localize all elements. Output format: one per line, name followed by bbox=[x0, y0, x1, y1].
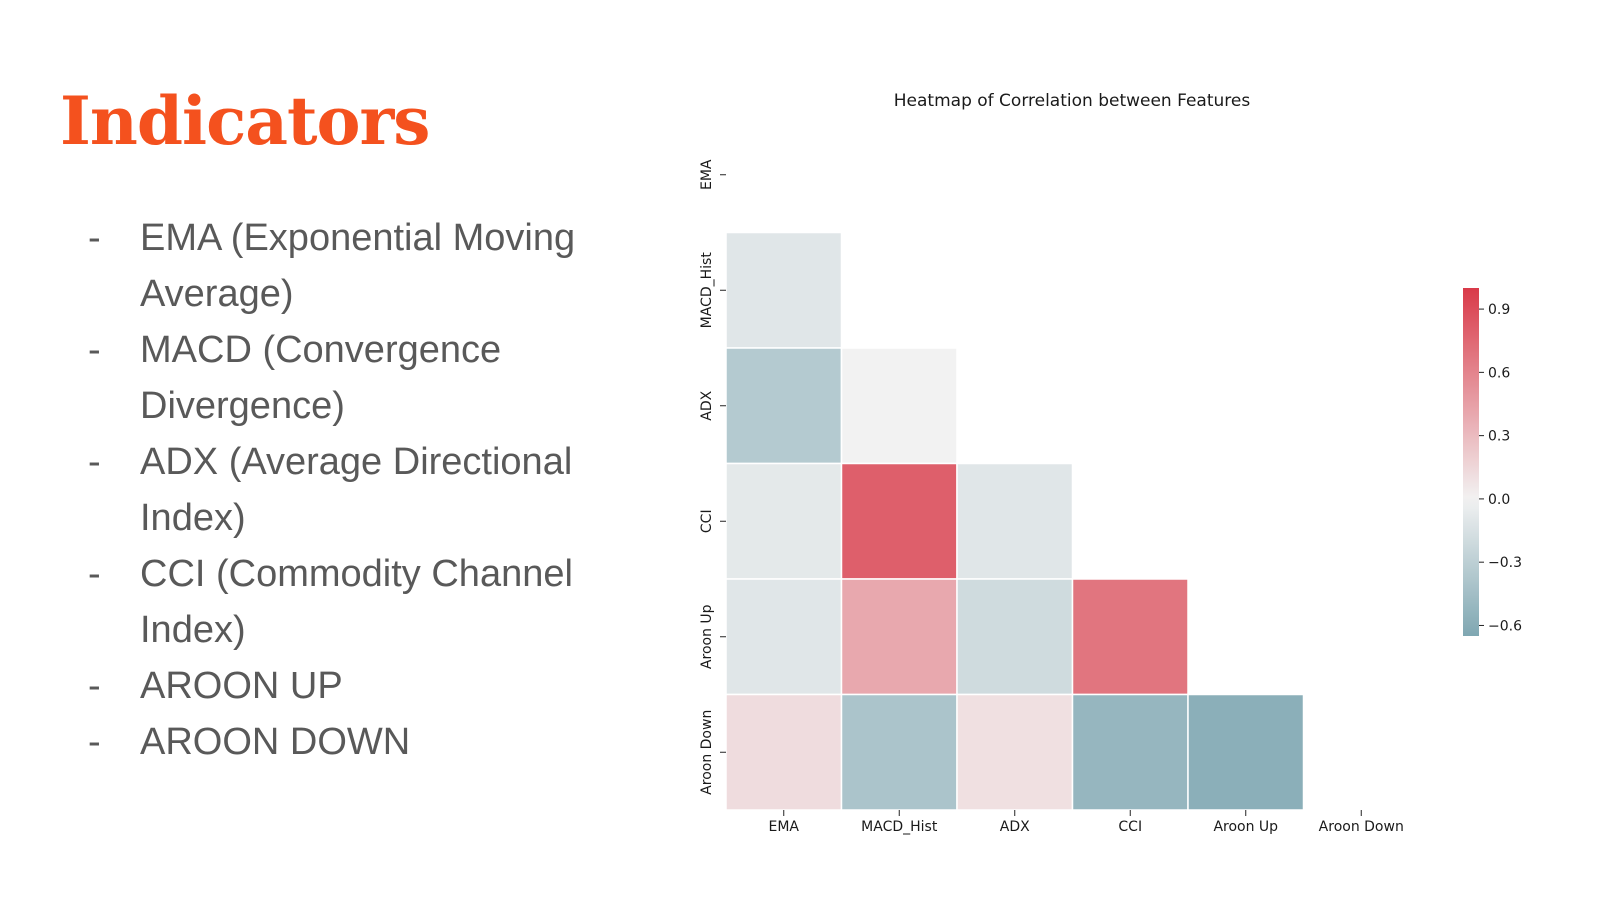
heatmap-cell bbox=[1187, 693, 1305, 811]
y-tick-label: CCI bbox=[699, 509, 715, 533]
bullet-dash: - bbox=[88, 441, 101, 483]
colorbar-tick-label: 0.0 bbox=[1488, 492, 1510, 508]
list-item: - AROON DOWN bbox=[88, 714, 648, 770]
heatmap-cell bbox=[725, 462, 843, 580]
y-axis: EMA MACD_Hist ADX CCI Aroon Up Aroon Down bbox=[699, 159, 726, 795]
bullet-dash: - bbox=[88, 329, 101, 371]
chart-title: Heatmap of Correlation between Features bbox=[894, 91, 1251, 111]
list-item: - AROON UP bbox=[88, 658, 648, 714]
bullet-text: EMA (Exponential Moving Average) bbox=[140, 217, 576, 315]
y-tick-label: Aroon Up bbox=[699, 604, 715, 669]
heatmap-cell bbox=[1071, 578, 1189, 696]
heatmap-cell bbox=[725, 693, 843, 811]
x-tick-label: Aroon Up bbox=[1213, 819, 1278, 835]
heatmap-cell bbox=[956, 578, 1074, 696]
x-tick-label: MACD_Hist bbox=[861, 819, 938, 835]
y-tick-label: MACD_Hist bbox=[699, 252, 715, 329]
x-tick-label: EMA bbox=[768, 819, 799, 835]
heatmap-cell bbox=[725, 347, 843, 465]
bullet-dash: - bbox=[88, 665, 101, 707]
correlation-heatmap: Heatmap of Correlation between Features … bbox=[699, 91, 1522, 835]
list-item: - EMA (Exponential Moving Average) bbox=[88, 210, 648, 322]
bullet-text: ADX (Average Directional Index) bbox=[140, 441, 573, 539]
bullet-text: AROON UP bbox=[140, 665, 343, 707]
colorbar-tick-label: −0.3 bbox=[1488, 555, 1522, 571]
y-tick-label: ADX bbox=[699, 390, 715, 420]
bullet-dash: - bbox=[88, 217, 101, 259]
heatmap-cell bbox=[840, 693, 958, 811]
colorbar-tick-label: −0.6 bbox=[1488, 618, 1522, 634]
heatmap-cell bbox=[956, 462, 1074, 580]
x-tick-label: ADX bbox=[1000, 819, 1030, 835]
heatmap-cell bbox=[840, 462, 958, 580]
colorbar-tick-label: 0.9 bbox=[1488, 302, 1510, 318]
heatmap-cell bbox=[840, 578, 958, 696]
colorbar-tick-label: 0.3 bbox=[1488, 429, 1510, 445]
colorbar-tick-label: 0.6 bbox=[1488, 365, 1510, 381]
colorbar-scale bbox=[1463, 288, 1479, 636]
x-tick-label: Aroon Down bbox=[1319, 819, 1404, 835]
heatmap-cell bbox=[1071, 693, 1189, 811]
x-axis: EMA MACD_Hist ADX CCI Aroon Up Aroon Down bbox=[768, 810, 1404, 835]
colorbar: 0.9 0.6 0.3 0.0 −0.3 −0.6 bbox=[1463, 288, 1522, 636]
list-item: - CCI (Commodity Channel Index) bbox=[88, 546, 648, 658]
x-tick-label: CCI bbox=[1118, 819, 1142, 835]
bullet-dash: - bbox=[88, 553, 101, 595]
bullet-text: CCI (Commodity Channel Index) bbox=[140, 553, 573, 651]
y-tick-label: EMA bbox=[699, 159, 715, 190]
heatmap-cell bbox=[725, 578, 843, 696]
heatmap-cells bbox=[725, 231, 1305, 811]
heatmap-cell bbox=[840, 347, 958, 465]
y-tick-label: Aroon Down bbox=[699, 710, 715, 795]
indicator-list: - EMA (Exponential Moving Average) - MACD … bbox=[88, 210, 648, 770]
list-item: - ADX (Average Directional Index) bbox=[88, 434, 648, 546]
bullet-dash: - bbox=[88, 721, 101, 763]
bullet-text: MACD (Convergence Divergence) bbox=[140, 329, 502, 427]
bullet-text: AROON DOWN bbox=[140, 721, 411, 763]
heatmap-cell bbox=[956, 693, 1074, 811]
slide-title: Indicators bbox=[60, 82, 430, 160]
list-item: - MACD (Convergence Divergence) bbox=[88, 322, 648, 434]
heatmap-cell bbox=[725, 231, 843, 349]
